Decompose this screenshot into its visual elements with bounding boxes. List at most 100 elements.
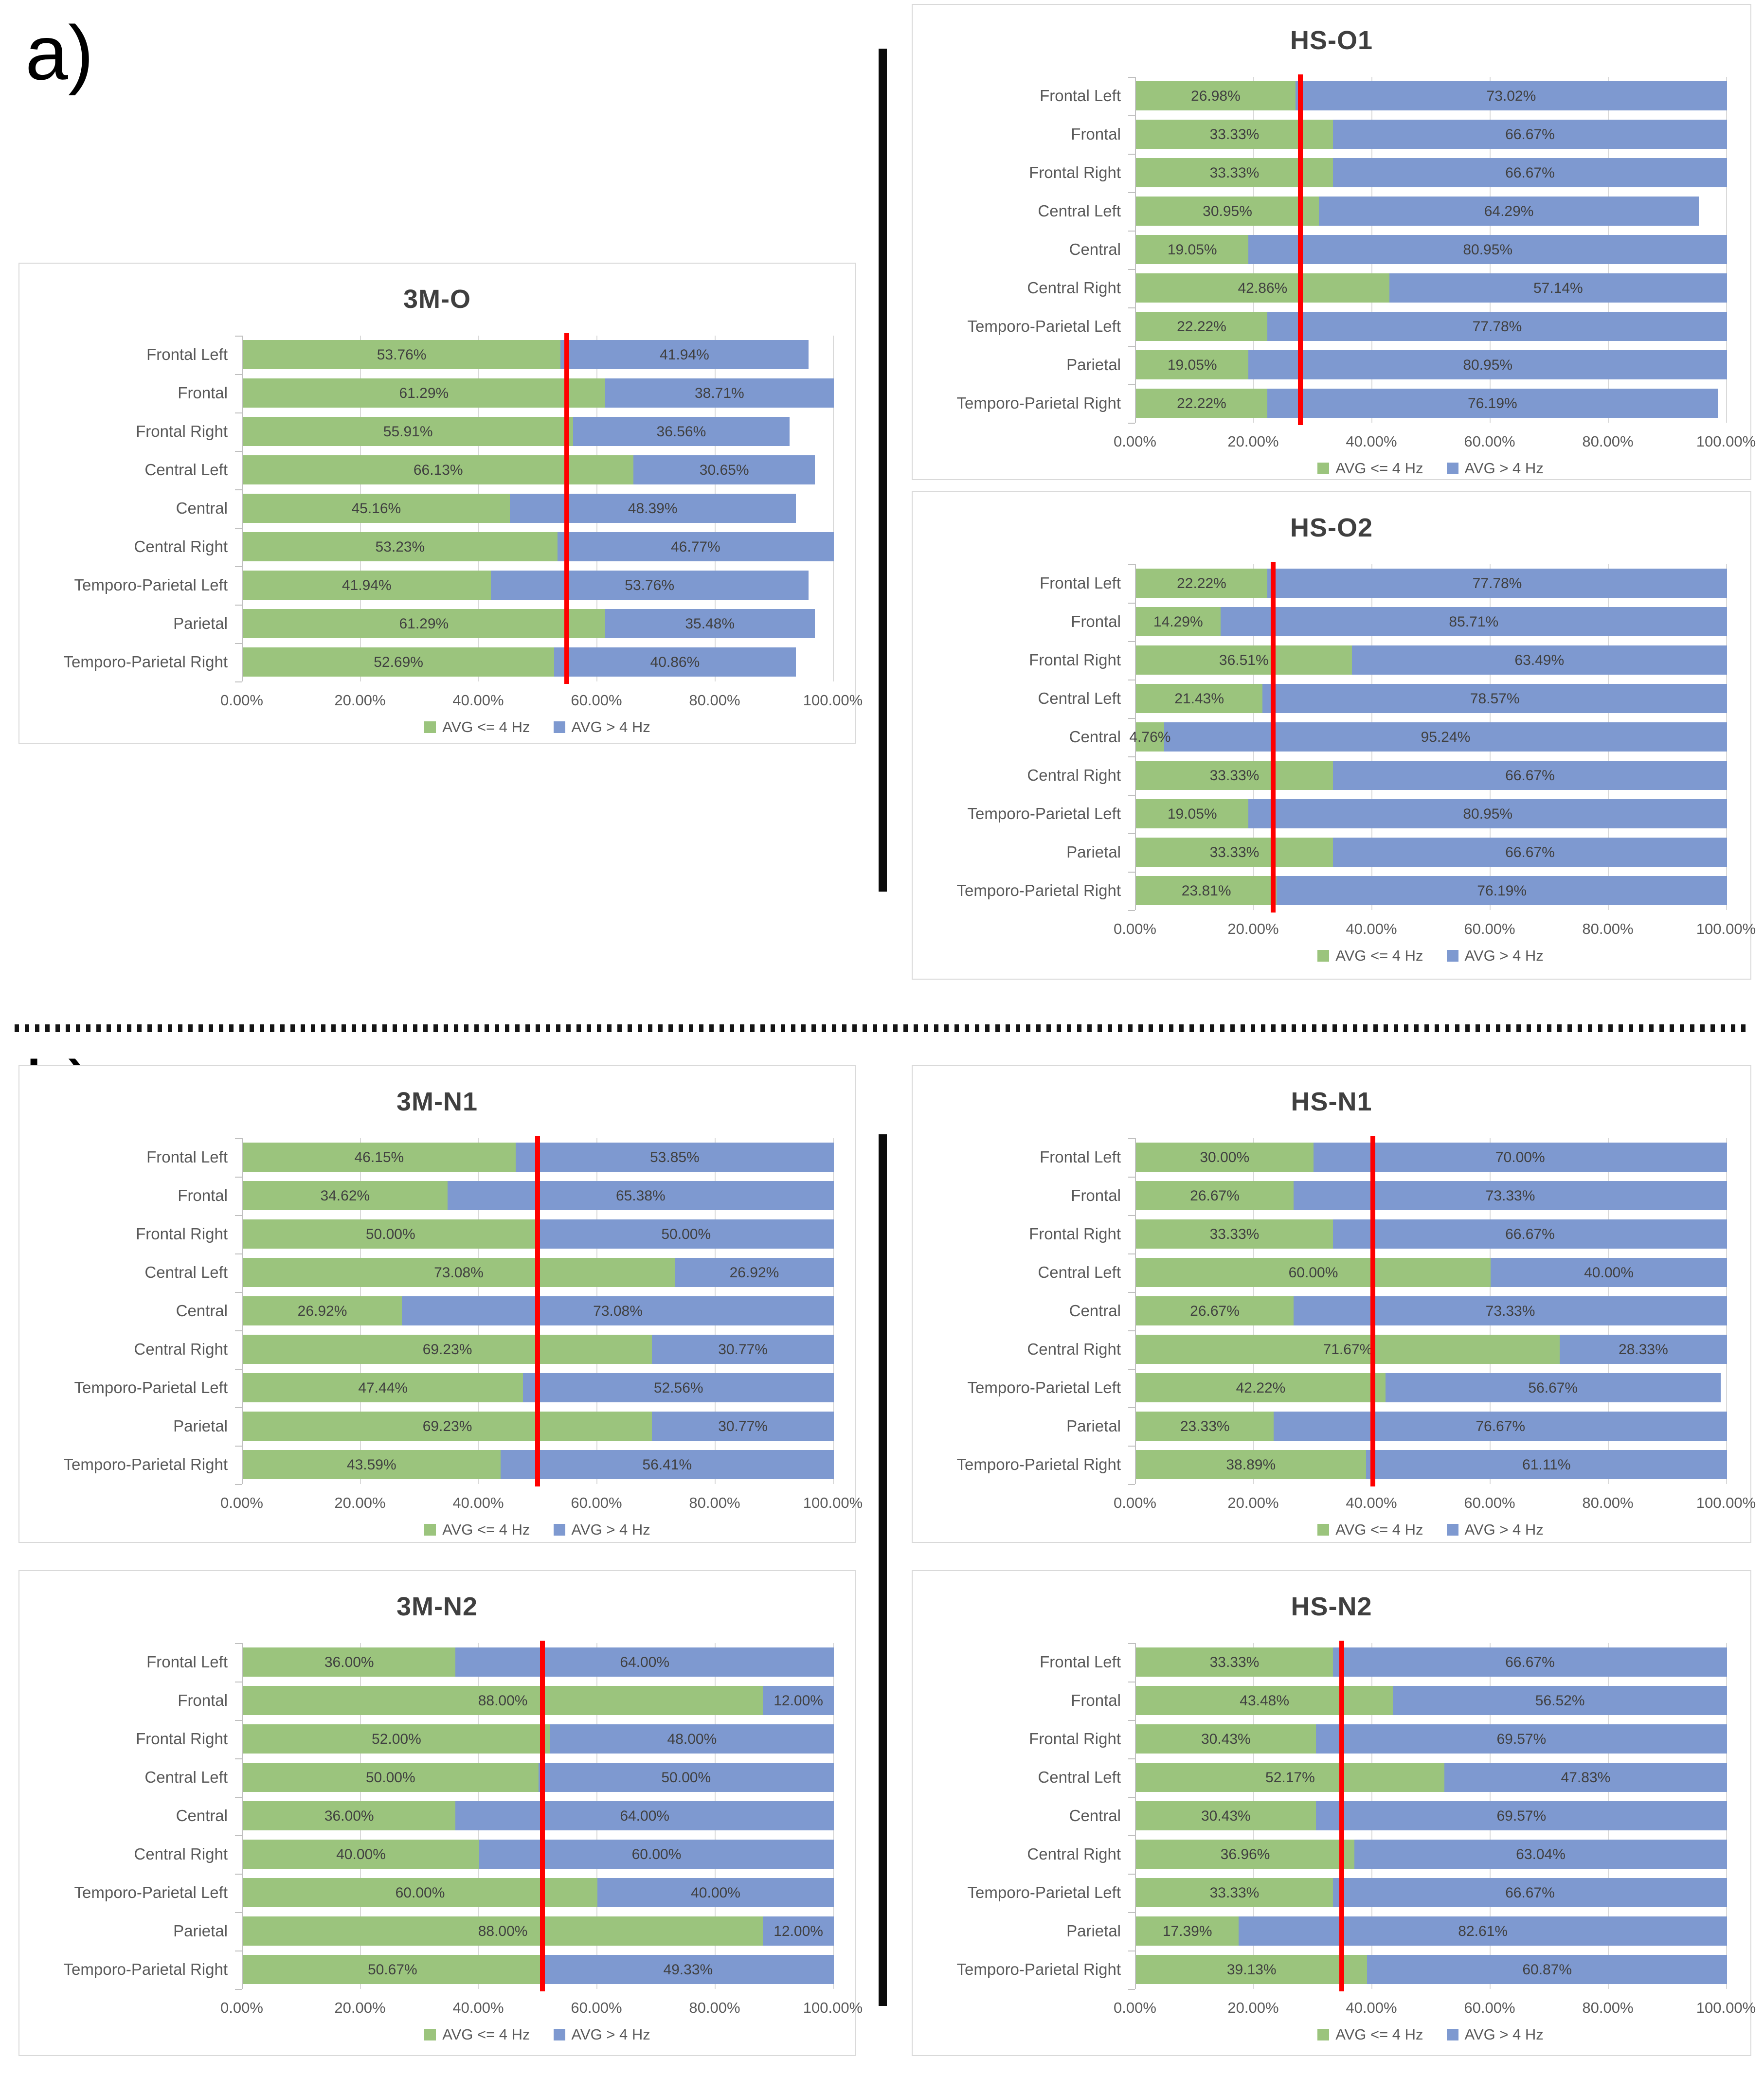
x-axis-tick-label: 40.00% [1346,920,1397,937]
y-axis-tick [1128,910,1135,911]
data-label-green: 33.33% [1209,165,1260,181]
x-axis-tick-label: 20.00% [1227,1494,1279,1511]
y-axis-tick [1128,269,1135,270]
x-axis-tick-label: 40.00% [1346,1494,1397,1511]
y-axis-tick [1128,718,1135,719]
bar-segment-green [1136,1724,1316,1754]
data-label-blue: 66.67% [1505,844,1555,860]
x-axis: 0.00% 20.00% 40.00% 60.00% 80.00% 100.00% [1114,433,1756,452]
data-label-green: 30.95% [1203,203,1252,219]
category-label: Central [1069,728,1121,746]
bar-segment-green [1136,235,1249,264]
y-axis-tick [235,1643,242,1644]
bar-segment-blue [1274,1412,1727,1441]
x-axis-tick-label: 100.00% [803,1999,863,2016]
bar-segment-green [1136,799,1249,828]
data-label-blue: 69.57% [1496,1808,1547,1824]
legend-swatch-green [1317,1524,1330,1536]
bar-segment-green [243,1143,516,1172]
category-label: Central [1069,240,1121,258]
bar-segment-blue [1262,684,1727,713]
data-label-blue: 57.14% [1533,280,1583,296]
category-label: Temporo-Parietal Left [74,1378,228,1396]
data-label-blue: 66.67% [1505,1226,1555,1242]
bar-segment-blue [523,1373,834,1402]
bar-segment-blue [1239,1916,1727,1946]
category-label: Frontal [1071,1186,1121,1204]
y-axis-tick [1128,1720,1135,1721]
category-label: Central Left [1038,689,1121,707]
category-label: Temporo-Parietal Left [967,1378,1121,1396]
bar-segment-blue [455,1801,834,1830]
bar-segment-blue [447,1181,834,1210]
section-a-label: a) [25,10,94,96]
average-marker-line [564,333,569,684]
y-axis-tick [1128,1369,1135,1370]
data-label-blue: 77.78% [1472,575,1522,591]
bar-segment-blue [542,1955,834,1984]
bar-segment-blue [1220,607,1727,636]
data-label-blue: 77.78% [1472,319,1522,335]
data-label-green: 42.86% [1238,280,1288,296]
bar-segment-blue [1444,1763,1727,1792]
category-label: Frontal Right [1029,163,1121,181]
legend-swatch-blue [1446,463,1458,474]
chart-3m-o: 3M-O 53.76% 41.94% 61.29% 38.71% 55.91% 36.56%… [18,263,863,744]
category-label: Temporo-Parietal Left [74,576,228,594]
bar-segment-green [243,1450,501,1479]
data-label-green: 33.33% [1209,844,1260,860]
data-label-green: 33.33% [1209,1654,1260,1670]
y-axis-tick [1128,307,1135,308]
bar-segment-green [1136,607,1221,636]
y-axis-tick [1128,1912,1135,1913]
data-label-blue: 30.77% [718,1342,768,1358]
legend: AVG <= 4 Hz AVG > 4 Hz [1135,1521,1726,1539]
x-axis-tick-label: 0.00% [1114,1494,1156,1511]
bar-segment-green [243,1258,675,1287]
bar-segment-blue [1267,569,1727,598]
bar-segment-blue [1319,197,1699,226]
data-label-green: 36.00% [324,1808,374,1824]
bar-segment-blue [554,647,796,677]
bar-segment-green [243,1878,597,1907]
data-label-blue: 50.00% [661,1226,711,1242]
category-label: Temporo-Parietal Right [956,1455,1121,1473]
category-label: Frontal [178,384,228,402]
legend-label: AVG <= 4 Hz [1335,2026,1423,2043]
data-label-blue: 66.67% [1505,1885,1555,1901]
data-label-green: 19.05% [1167,806,1217,822]
bar-segment-blue [1332,120,1727,149]
bar-segment-blue [1294,1296,1727,1325]
chart-hs-n1: HS-N1 30.00% 70.00% 26.67% 73.33% 33.33% 66.67… [912,1065,1756,1543]
y-axis-tick [1128,1643,1135,1644]
category-label: Parietal [173,1417,228,1435]
bar-segment-blue [1332,838,1727,867]
plot-area: 33.33% 66.67% 43.48% 56.52% 30.43% 69.57% 52.1… [1128,1641,1727,1991]
bar-segment-blue [557,532,834,561]
data-label-green: 88.00% [478,1923,528,1939]
bar-segment-green [1136,645,1352,675]
legend-swatch-blue [1446,2029,1458,2040]
y-axis-tick [235,412,242,413]
bar-segment-green [243,1686,763,1715]
bar-segment-blue [1351,645,1727,675]
data-label-blue: 40.00% [1584,1265,1634,1281]
x-axis-tick-label: 40.00% [452,692,504,709]
data-label-green: 46.15% [354,1149,404,1165]
data-label-blue: 35.48% [685,616,735,632]
data-label-green: 43.59% [346,1457,396,1473]
x-axis-tick-label: 80.00% [1582,1494,1634,1511]
legend-item: AVG <= 4 Hz [1317,1521,1423,1539]
bar-segment-blue [550,1724,834,1754]
x-axis-tick-label: 100.00% [1696,1494,1756,1511]
bar-segment-blue [652,1335,834,1364]
y-axis-tick [235,605,242,606]
data-label-green: 33.33% [1209,1226,1260,1242]
data-label-blue: 73.33% [1485,1303,1535,1319]
y-axis-tick [235,566,242,567]
category-label: Temporo-Parietal Left [967,805,1121,823]
y-axis-tick [235,1797,242,1798]
bar-segment-blue [597,1878,834,1907]
x-axis-tick-label: 60.00% [571,692,622,709]
